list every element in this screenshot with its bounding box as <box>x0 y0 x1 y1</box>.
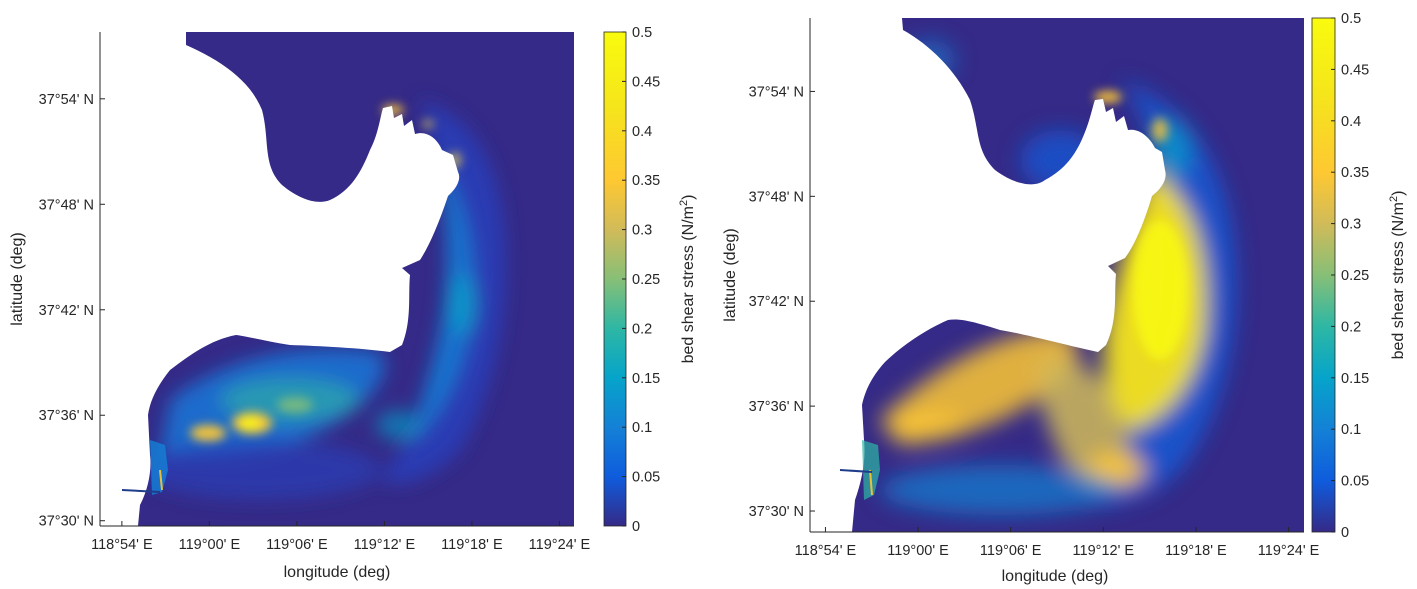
right-land-mass <box>810 18 1166 532</box>
y-tick-label: 37°30' N <box>39 514 94 530</box>
colorbar-tick-label: 0.45 <box>632 74 660 90</box>
left-y-axis-label: latitude (deg) <box>9 232 26 325</box>
right-stress-arc-outer <box>1080 80 1236 504</box>
colorbar-tick-label: 0.05 <box>1341 474 1369 490</box>
x-tick-label: 119°24' E <box>529 537 591 553</box>
y-tick-label: 37°48' N <box>749 189 804 205</box>
left-colorbar-label: bed shear stress (N/m2) <box>678 195 697 364</box>
colorbar-tick-label: 0.25 <box>632 272 660 288</box>
colorbar-tick-label: 0.35 <box>632 173 660 189</box>
right-y-axis-label: latitude (deg) <box>722 228 739 321</box>
right-x-ticks: 118°54' E 119°00' E 119°06' E 119°12' E 119°… <box>795 527 1320 559</box>
left-colorbar-label-end: ) <box>680 195 697 200</box>
left-peak-band <box>277 397 313 413</box>
x-tick-label: 119°00' E <box>179 537 241 553</box>
right-axes: 118°54' E 119°00' E 119°06' E 119°12' E 119°… <box>722 18 1320 585</box>
left-west-coast-line <box>159 469 163 491</box>
right-stress-west-patch <box>885 411 965 439</box>
y-tick-label: 37°54' N <box>749 84 804 100</box>
y-tick-label: 37°30' N <box>749 504 804 520</box>
colorbar-tick-label: 0.25 <box>1341 268 1369 284</box>
right-colorbar-label-text: bed shear stress (N/m <box>1390 202 1407 359</box>
right-tip-east <box>1152 118 1168 142</box>
colorbar-tick-label: 0.1 <box>632 420 652 436</box>
right-panel: 118°54' E 119°00' E 119°06' E 119°12' E 119°… <box>722 11 1407 585</box>
colorbar-tick-label: 0.5 <box>1341 11 1361 27</box>
left-west-coast-halo <box>150 440 168 495</box>
right-shoal-line <box>839 469 873 473</box>
colorbar-tick-label: 0.35 <box>1341 165 1369 181</box>
right-peak-east <box>1132 220 1188 360</box>
left-stress-arc-inner <box>410 150 474 440</box>
left-colorbar-label-text: bed shear stress (N/m <box>680 206 697 363</box>
left-peak-west <box>190 425 226 441</box>
colorbar-tick-label: 0.4 <box>1341 114 1361 130</box>
colorbar-tick-label: 0.2 <box>1341 319 1361 335</box>
colorbar-tick-label: 0.5 <box>632 25 652 41</box>
x-tick-label: 119°06' E <box>266 537 328 553</box>
colorbar-tick-label: 0 <box>1341 525 1349 541</box>
left-colorbar: 0 0.05 0.1 0.15 0.2 0.25 0.3 0.35 0.4 0.45 0.5 bed… <box>603 25 697 535</box>
x-tick-label: 119°18' E <box>1165 543 1227 559</box>
y-tick-label: 37°36' N <box>749 399 804 415</box>
left-y-ticks: 37°30' N 37°36' N 37°42' N 37°48' N 37°54' N <box>39 92 105 530</box>
left-stress-mid-patch <box>376 410 420 440</box>
x-tick-label: 119°00' E <box>887 543 949 559</box>
right-west-coast-line <box>869 469 873 496</box>
right-colorbar-label: bed shear stress (N/m2) <box>1388 191 1407 360</box>
left-colorbar-label-sup: 2 <box>678 200 690 206</box>
colorbar-tick-label: 0.3 <box>632 223 652 239</box>
left-tip-mid <box>422 120 434 128</box>
colorbar-tick-label: 0.45 <box>1341 62 1369 78</box>
right-y-ticks: 37°30' N 37°36' N 37°42' N 37°48' N 37°54' N <box>749 84 815 520</box>
x-tick-label: 119°06' E <box>980 543 1042 559</box>
left-shoal-line <box>121 489 161 493</box>
y-tick-label: 37°42' N <box>39 303 94 319</box>
right-colorbar-label-end: ) <box>1390 191 1407 196</box>
y-tick-label: 37°36' N <box>39 408 94 424</box>
left-stress-east-blob <box>448 275 476 335</box>
left-peak-east-core <box>240 417 260 429</box>
right-stress-peaks <box>1094 91 1188 360</box>
left-stress-south-halo <box>140 440 380 500</box>
right-x-axis-label: longitude (deg) <box>1002 568 1109 585</box>
y-tick-label: 37°48' N <box>39 197 94 213</box>
right-colorbar-label-sup: 2 <box>1388 196 1400 202</box>
colorbar-tick-label: 0.2 <box>632 321 652 337</box>
left-land-mass <box>100 32 460 526</box>
colorbar-tick-label: 0.15 <box>632 371 660 387</box>
right-colorbar: 0 0.05 0.1 0.15 0.2 0.25 0.3 0.35 0.4 0.45 0.5 bed… <box>1311 11 1407 541</box>
colorbar-tick-label: 0.15 <box>1341 371 1369 387</box>
y-tick-label: 37°54' N <box>39 92 94 108</box>
left-stress-arc-outer <box>380 100 506 484</box>
left-colorbar-gradient <box>604 32 626 526</box>
x-tick-label: 119°12' E <box>1073 543 1135 559</box>
right-colorbar-ticks: 0 0.05 0.1 0.15 0.2 0.25 0.3 0.35 0.4 0.45 0.5 <box>1331 11 1369 541</box>
y-tick-label: 37°42' N <box>749 294 804 310</box>
left-stress-field <box>140 100 506 500</box>
right-stress-south-halo <box>880 465 1120 515</box>
left-colorbar-ticks: 0 0.05 0.1 0.15 0.2 0.25 0.3 0.35 0.4 0.45 0.5 <box>622 25 660 535</box>
x-tick-label: 118°54' E <box>795 543 857 559</box>
left-axes: 118°54' E 119°00' E 119°06' E 119°12' E 119°… <box>9 32 590 581</box>
x-tick-label: 119°18' E <box>441 537 503 553</box>
left-x-ticks: 118°54' E 119°00' E 119°06' E 119°12' E 119°… <box>91 521 590 553</box>
colorbar-tick-label: 0.3 <box>1341 217 1361 233</box>
right-colorbar-gradient <box>1312 18 1335 532</box>
x-tick-label: 119°12' E <box>354 537 416 553</box>
colorbar-tick-label: 0.4 <box>632 124 652 140</box>
x-tick-label: 118°54' E <box>91 537 153 553</box>
colorbar-tick-label: 0.1 <box>1341 422 1361 438</box>
right-heatmap-field <box>810 18 1304 532</box>
x-tick-label: 119°24' E <box>1258 543 1320 559</box>
left-x-axis-label: longitude (deg) <box>284 564 391 581</box>
left-panel: 118°54' E 119°00' E 119°06' E 119°12' E 119°… <box>9 25 697 581</box>
colorbar-tick-label: 0 <box>632 519 640 535</box>
left-heatmap-field <box>100 32 574 526</box>
colorbar-tick-label: 0.05 <box>632 470 660 486</box>
